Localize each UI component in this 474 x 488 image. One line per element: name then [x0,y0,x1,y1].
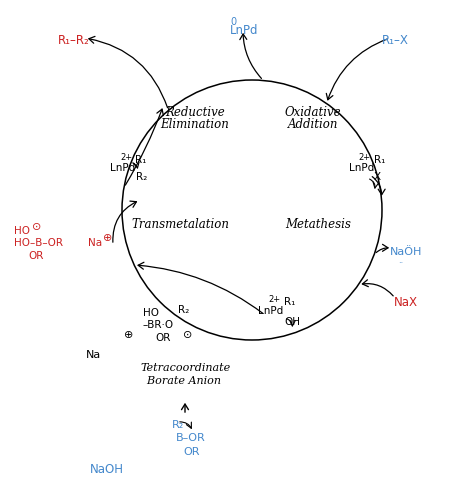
Text: Tetracoordinate: Tetracoordinate [140,363,230,373]
Text: LnPd: LnPd [258,306,283,316]
Text: ⊕: ⊕ [103,233,112,243]
Text: LnPd: LnPd [110,163,135,173]
Text: NaÖH: NaÖH [390,247,422,257]
Text: NaX: NaX [394,296,418,308]
Text: Na: Na [88,238,102,248]
Text: OR: OR [28,251,44,261]
Text: LnPd: LnPd [230,24,258,37]
Text: R₁: R₁ [374,155,385,165]
Text: Transmetalation: Transmetalation [131,219,229,231]
Text: X: X [374,172,381,182]
Text: OR: OR [155,333,170,343]
Text: Borate Anion: Borate Anion [140,376,221,386]
Text: R₁–R₂: R₁–R₂ [58,34,90,46]
Text: OR: OR [183,447,200,457]
Text: ⊙: ⊙ [32,222,41,232]
Text: Na: Na [86,350,101,360]
Text: Addition: Addition [288,118,338,130]
Text: B–OR: B–OR [176,433,206,443]
Text: OH: OH [284,317,300,327]
Text: HO: HO [143,308,159,318]
Text: R₁–X: R₁–X [382,34,409,46]
Text: 2+: 2+ [268,295,280,304]
Text: HO–B–OR: HO–B–OR [14,238,63,248]
Text: ⊙: ⊙ [183,330,192,340]
Text: 0: 0 [230,17,236,27]
Text: LnPd: LnPd [349,163,374,173]
Text: R₁: R₁ [284,297,295,307]
Text: –BR·O: –BR·O [143,320,174,330]
Text: R₁: R₁ [135,155,146,165]
Text: 2+: 2+ [358,153,370,162]
Text: HO: HO [14,226,30,236]
Text: ⊕: ⊕ [124,330,133,340]
Text: Oxidative: Oxidative [285,105,341,119]
Text: ··: ·· [398,260,403,268]
Text: Metathesis: Metathesis [285,219,351,231]
Text: NaOH: NaOH [90,463,124,476]
Text: R₂: R₂ [178,305,189,315]
Text: Elimination: Elimination [161,118,229,130]
Text: Reductive: Reductive [165,105,225,119]
Text: R₂: R₂ [136,172,147,182]
Text: 2+: 2+ [120,153,132,162]
Text: R₂: R₂ [172,420,184,430]
